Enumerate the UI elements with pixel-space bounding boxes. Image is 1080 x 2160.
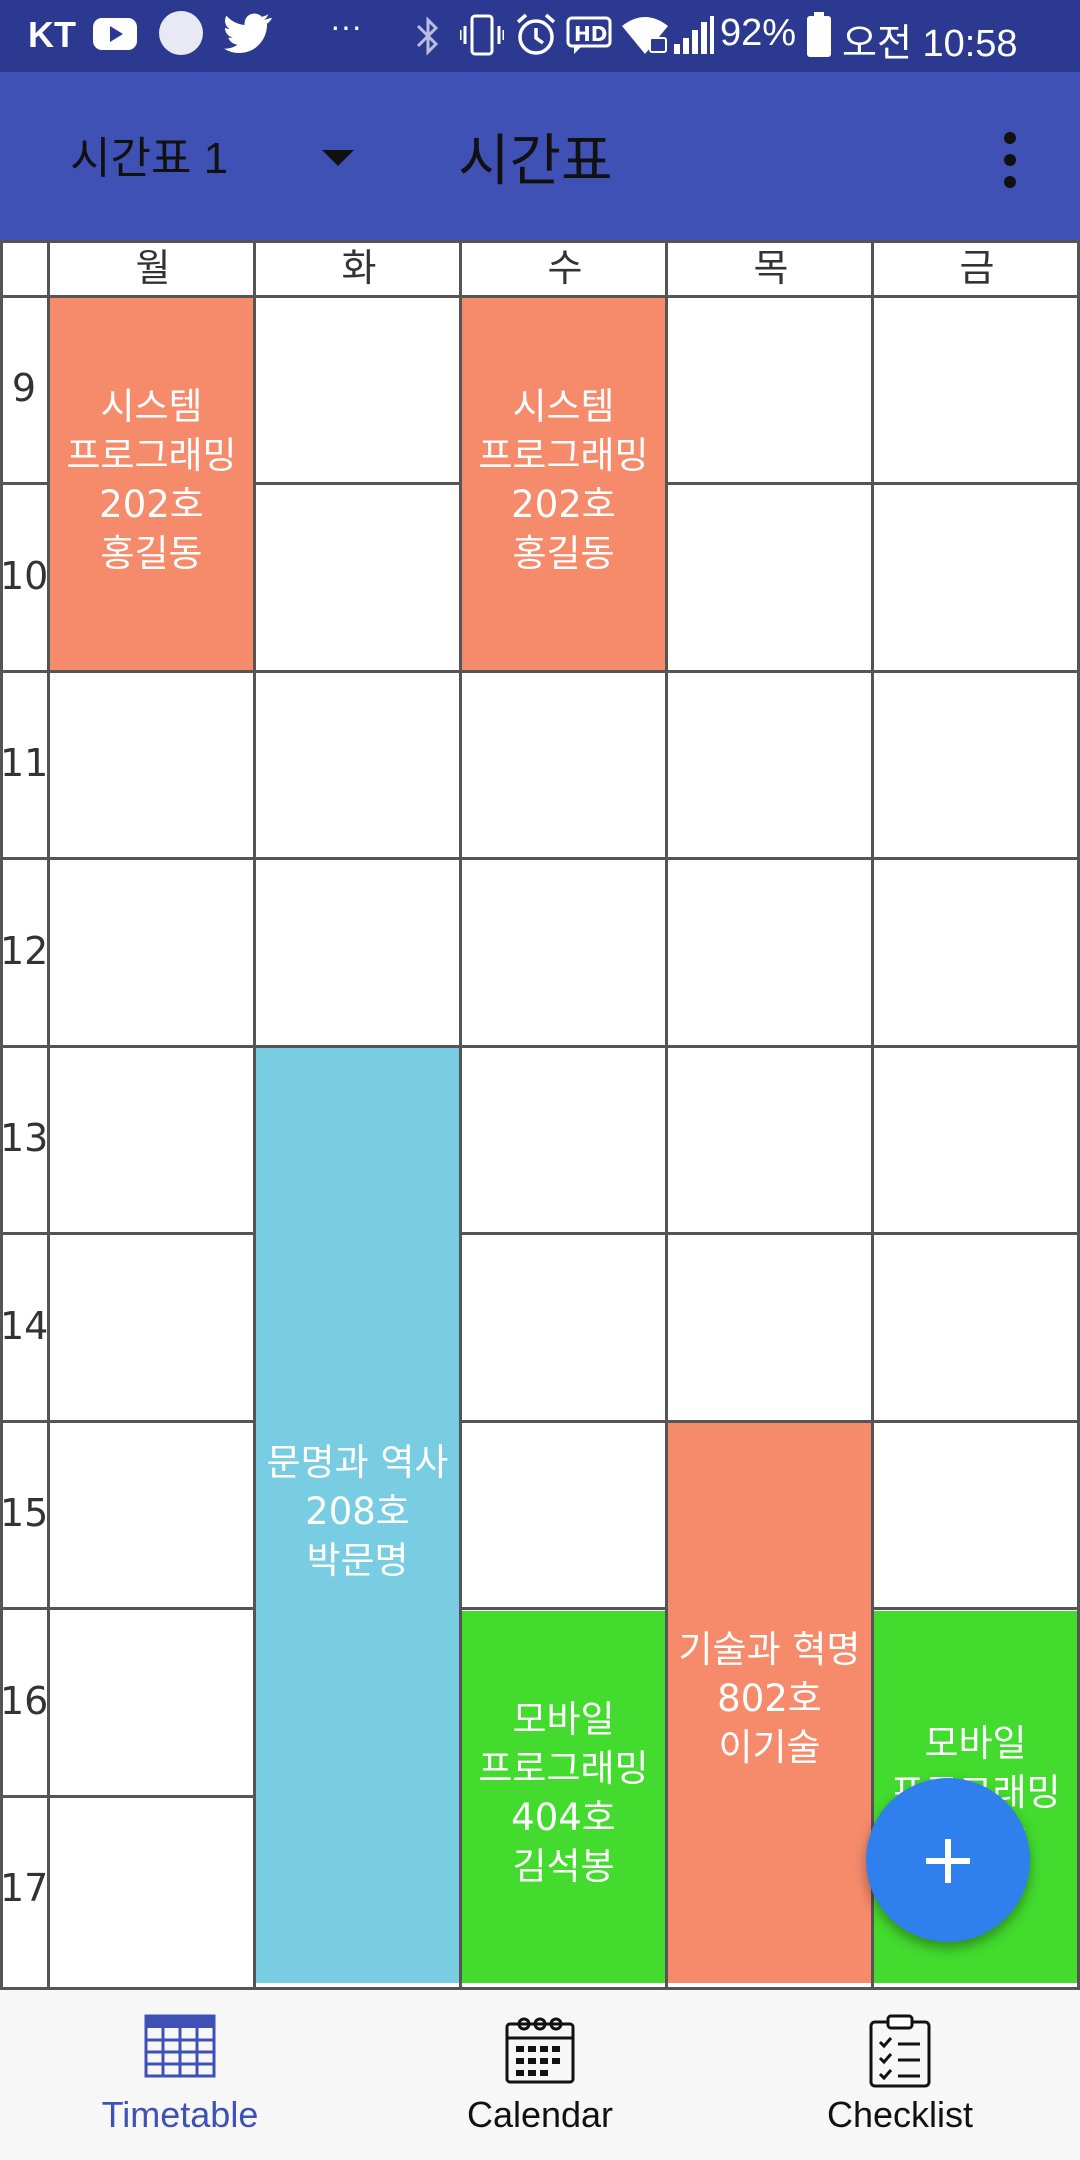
circle-notification-icon [158,10,204,60]
course-name: 모바일 [512,1697,615,1741]
course-block-system-programming-wed[interactable]: 시스템 프로그래밍 202호 홍길동 [462,298,665,670]
day-header-thu: 목 [753,246,789,290]
timetable-icon [144,2014,216,2082]
nav-label-calendar: Calendar [466,2094,614,2135]
dropdown-arrow-icon[interactable] [322,150,354,166]
course-name: 시스템 [512,385,615,428]
nav-item-timetable[interactable]: Timetable [0,1990,360,2160]
wifi-icon [620,14,670,60]
course-name: 프로그래밍 [66,434,237,477]
course-professor: 홍길동 [100,532,203,575]
hour-label-15: 15 [0,1491,49,1535]
course-room: 208호 [305,1489,410,1533]
timetable-selector[interactable]: 시간표 1 [70,134,229,183]
course-professor: 김석봉 [512,1844,615,1888]
course-name: 프로그래밍 [478,1746,649,1790]
day-header-wed: 수 [547,246,583,290]
hd-voice-icon: HD [566,14,612,60]
nav-label-timetable: Timetable [101,2094,259,2135]
hour-label-16: 16 [0,1679,49,1723]
twitter-icon [224,12,272,60]
hour-label-11: 11 [0,741,49,785]
hour-label-10: 10 [0,554,49,598]
course-block-system-programming-mon[interactable]: 시스템 프로그래밍 202호 홍길동 [50,298,253,670]
course-name: 시스템 [100,385,203,428]
battery-percent: 92% [720,12,797,54]
checklist-icon [868,2014,932,2092]
page-title: 시간표 [458,129,613,192]
svg-text:HD: HD [574,22,607,46]
vibrate-icon [458,12,506,62]
nav-item-checklist[interactable]: Checklist [720,1990,1080,2160]
hour-label-14: 14 [0,1304,49,1348]
course-professor: 홍길동 [512,532,615,575]
course-block-mobile-programming-wed[interactable]: 모바일 프로그래밍 404호 김석봉 [462,1610,665,1983]
course-room: 202호 [511,483,616,526]
course-room: 202호 [99,483,204,526]
app-bar: 시간표 1 시간표 [0,72,1080,240]
course-name: 모바일 [924,1722,1027,1765]
nav-label-checklist: Checklist [826,2094,974,2135]
calendar-icon [504,2014,576,2090]
course-professor: 이기술 [718,1726,821,1770]
course-name: 기술과 혁명 [678,1628,861,1672]
course-name: 프로그래밍 [478,434,649,477]
hour-label-9: 9 [11,366,37,410]
clock-label: 오전 10:58 [842,23,1018,65]
nav-item-calendar[interactable]: Calendar [360,1990,720,2160]
course-block-civilization-history-tue[interactable]: 문명과 역사 208호 박문명 [256,1048,459,1983]
course-professor: 박문명 [306,1538,409,1582]
youtube-icon [92,14,138,58]
day-header-mon: 월 [135,246,171,290]
course-room: 404호 [511,1795,616,1839]
day-header-fri: 금 [959,246,995,290]
alarm-icon [514,12,558,62]
battery-icon [806,12,832,62]
bottom-navigation: Timetable Calendar [0,1990,1080,2160]
more-options-icon[interactable] [990,130,1030,190]
status-bar: KT ··· HD 92% 오전 10:58 [0,0,1080,72]
hour-label-13: 13 [0,1116,49,1160]
course-block-technology-revolution-thu[interactable]: 기술과 혁명 802호 이기술 [668,1423,871,1983]
course-room: 802호 [717,1677,822,1721]
hour-label-17: 17 [0,1866,49,1910]
timetable-grid: 월 화 수 목 금 9 10 11 12 13 14 15 16 17 시스템 … [0,240,1080,1990]
hour-label-12: 12 [0,929,49,973]
carrier-label: KT [28,14,76,55]
day-header-tue: 화 [341,246,377,290]
more-notifications-label: ··· [330,8,362,44]
add-course-button[interactable] [866,1778,1030,1942]
bluetooth-icon [414,14,442,62]
course-name: 문명과 역사 [266,1440,449,1484]
signal-icon [672,14,714,60]
